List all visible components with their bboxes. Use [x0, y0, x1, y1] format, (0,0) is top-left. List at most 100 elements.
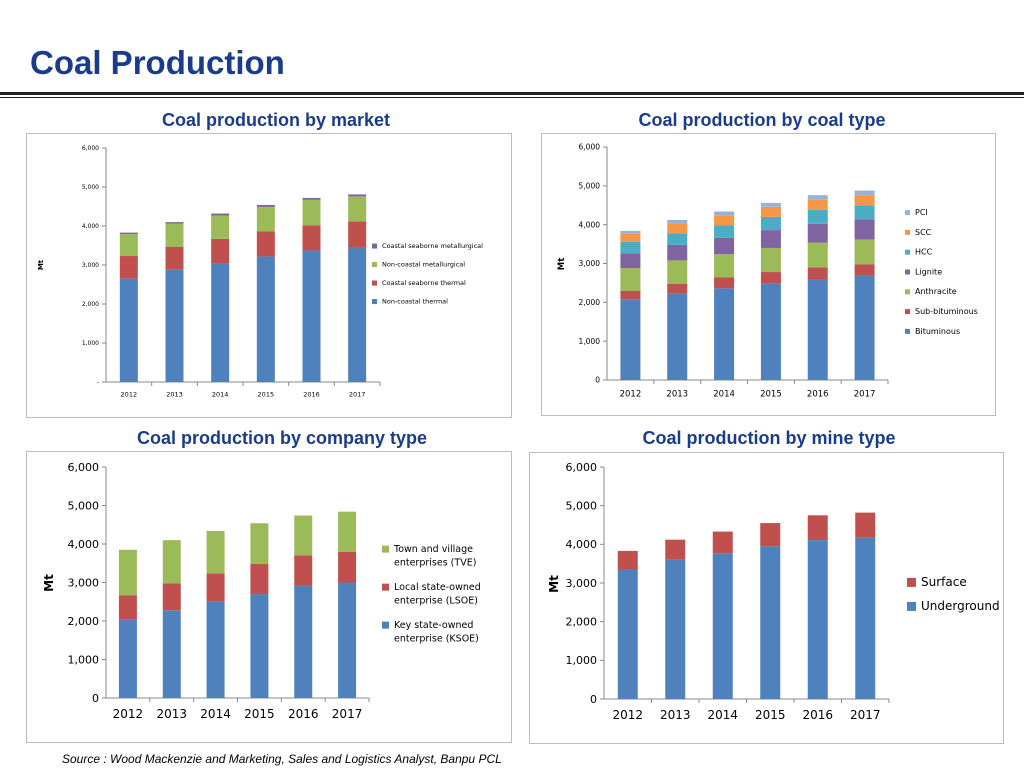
bar-local-state-owned-enterprise-lsoe	[206, 573, 225, 602]
bar-lignite	[667, 244, 688, 261]
bar-key-state-owned-enterprise-ksoe	[250, 594, 269, 698]
legend-swatch	[382, 621, 389, 629]
bar-coastal-seaborne-thermal	[348, 221, 367, 248]
bar-key-state-owned-enterprise-ksoe	[162, 610, 181, 698]
legend-label: Town and village	[393, 544, 473, 555]
legend-swatch	[905, 229, 910, 235]
x-tick-label: 2016	[802, 708, 833, 722]
y-tick-label: 3,000	[68, 576, 100, 589]
y-tick-label: 4,000	[566, 538, 598, 551]
bar-local-state-owned-enterprise-lsoe	[118, 595, 137, 620]
legend-swatch	[372, 262, 377, 268]
bar-non-coastal-thermal	[348, 247, 367, 382]
bar-non-coastal-thermal	[256, 256, 275, 382]
chart-mine-svg: 0 1,000 2,000 3,000 4,000 5,000 6,000 Mt 2012 201…	[547, 461, 1000, 722]
x-tick-label: 2014	[212, 391, 229, 399]
chart-mine: 0 1,000 2,000 3,000 4,000 5,000 6,000 Mt 2012 201…	[529, 452, 1004, 744]
bar-anthracite	[854, 239, 875, 265]
source-note: Source : Wood Mackenzie and Marketing, S…	[62, 752, 502, 766]
bar-sub-bituminous	[854, 264, 875, 276]
y-tick-label: 4,000	[68, 538, 100, 551]
y-axis-label: Mt	[42, 574, 56, 592]
bar-lignite	[807, 223, 828, 243]
bar-non-coastal-metallurgical	[165, 223, 184, 247]
bar-surface	[760, 523, 781, 547]
bar-town-and-village-enterprises-tve	[250, 523, 269, 565]
y-tick-label: 3,000	[579, 259, 601, 268]
bar-sub-bituminous	[760, 272, 781, 284]
x-tick-label: 2016	[807, 390, 829, 400]
chart-company: 0 1,000 2,000 3,000 4,000 5,000 6,000 Mt 2012 201…	[26, 451, 512, 743]
legend-swatch	[905, 289, 910, 295]
legend-swatch	[382, 545, 389, 553]
legend-label: Lignite	[915, 267, 942, 276]
x-tick-label: 2015	[244, 707, 275, 721]
chart-company-svg: 0 1,000 2,000 3,000 4,000 5,000 6,000 Mt 2012 201…	[42, 461, 481, 721]
bar-hcc	[854, 205, 875, 220]
legend-label: Non-coastal thermal	[382, 298, 448, 306]
bar-underground	[855, 537, 876, 699]
y-tick-label: 1,000	[566, 654, 598, 667]
legend-swatch	[372, 299, 377, 305]
legend-label: Underground	[921, 599, 1000, 613]
bar-underground	[760, 546, 781, 699]
bar-lignite	[760, 230, 781, 248]
y-tick-label: 6,000	[579, 143, 601, 152]
bar-bituminous	[807, 279, 828, 380]
bar-non-coastal-metallurgical	[348, 196, 367, 222]
legend-label: Bituminous	[915, 327, 960, 336]
x-tick-label: 2014	[200, 707, 231, 721]
bar-hcc	[620, 241, 641, 254]
legend-label: PCI	[915, 208, 928, 217]
bar-non-coastal-thermal	[211, 263, 230, 382]
x-tick-label: 2017	[349, 391, 366, 399]
x-tick-label: 2012	[620, 390, 642, 400]
x-tick-label: 2017	[332, 707, 363, 721]
bar-pci	[714, 211, 735, 216]
legend-label: enterprise (LSOE)	[394, 596, 478, 607]
x-tick-label: 2016	[288, 707, 319, 721]
y-tick-label: 0	[595, 376, 600, 385]
bar-town-and-village-enterprises-tve	[162, 540, 181, 584]
x-tick-label: 2013	[156, 707, 187, 721]
bar-sub-bituminous	[667, 283, 688, 294]
y-tick-label: 3,000	[566, 577, 598, 590]
x-tick-label: 2013	[660, 708, 691, 722]
bar-anthracite	[760, 247, 781, 273]
legend-swatch	[905, 210, 910, 216]
page-title: Coal Production	[30, 44, 285, 81]
legend-label: Sub-bituminous	[915, 307, 978, 316]
y-tick-label: 1,000	[82, 340, 99, 347]
x-tick-label: 2014	[707, 708, 738, 722]
y-tick-label: 5,000	[579, 181, 601, 190]
bar-local-state-owned-enterprise-lsoe	[162, 583, 181, 611]
x-tick-label: 2012	[113, 707, 144, 721]
legend-swatch	[905, 269, 910, 275]
bar-scc	[667, 223, 688, 234]
y-tick-label: 2,000	[566, 616, 598, 629]
bar-anthracite	[714, 254, 735, 278]
y-tick-label: 4,000	[82, 223, 99, 230]
bar-pci	[760, 202, 781, 207]
legend-swatch	[372, 243, 377, 249]
bar-surface	[855, 512, 876, 538]
bar-lignite	[854, 219, 875, 240]
bar-bituminous	[854, 275, 875, 380]
legend-label: HCC	[915, 248, 933, 257]
chart-coaltype: 0 1,000 2,000 3,000 4,000 5,000 6,000 Mt 2012 201…	[541, 133, 996, 416]
bar-town-and-village-enterprises-tve	[206, 530, 225, 574]
bar-bituminous	[620, 299, 641, 380]
bar-non-coastal-thermal	[165, 269, 184, 382]
x-tick-label: 2015	[760, 390, 782, 400]
bar-town-and-village-enterprises-tve	[338, 511, 357, 552]
legend-label: enterprises (TVE)	[394, 558, 476, 569]
bar-town-and-village-enterprises-tve	[294, 515, 313, 556]
legend-label: Local state-owned	[394, 582, 481, 593]
bar-non-coastal-metallurgical	[302, 199, 321, 226]
x-tick-label: 2014	[713, 390, 735, 400]
bar-anthracite	[667, 260, 688, 284]
bar-hcc	[807, 209, 828, 224]
legend-swatch	[907, 601, 916, 611]
bar-coastal-seaborne-metallurgical	[256, 204, 275, 207]
legend-label: Key state-owned	[394, 620, 473, 631]
